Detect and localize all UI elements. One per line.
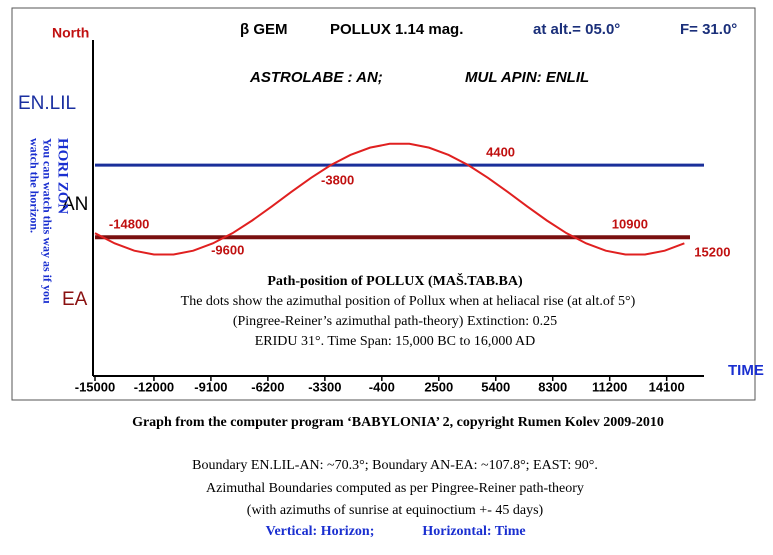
subtitle: ASTROLABE : AN; [249,69,383,86]
annotation: -14800 [109,217,149,232]
vertical-note: You can watch this way as if you [40,138,54,304]
x-tick-label: -9100 [194,379,227,394]
vertical-label: HORI ZON [55,138,71,214]
x-tick-label: 5400 [481,379,510,394]
annotation: 15200 [694,245,730,260]
annotation: -3800 [321,173,354,188]
note: (Pingree-Reiner’s azimuthal path-theory)… [233,314,557,329]
note: Path-position of POLLUX (MAŠ.TAB.BA) [267,272,523,289]
annotation: 10900 [612,217,648,232]
x-tick-label: 2500 [424,379,453,394]
north-label: North [52,25,89,41]
x-tick-label: -400 [369,379,395,394]
annotation: 4400 [486,145,515,160]
x-tick-label: 11200 [592,379,627,394]
x-tick-label: -3300 [308,379,341,394]
x-tick-label: 14100 [649,379,685,394]
x-tick-label: 8300 [538,379,567,394]
zone-label: EN.LIL [18,93,76,114]
frame [11,7,756,401]
credit: Graph from the computer program ‘BABYLON… [132,415,664,430]
x-axis-label: TIME [728,362,764,379]
vertical-note: watch the horizon. [27,138,41,233]
zone-label: EA [62,289,88,310]
header-name: POLLUX 1.14 mag. [330,21,463,38]
zone-label: AN [62,194,88,215]
header-f: F= 31.0° [680,21,737,38]
caption-line: Azimuthal Boundaries computed as per Pin… [206,481,584,496]
x-tick-label: -15000 [75,379,115,394]
caption-line: (with azimuths of sunrise at equinoctium… [247,503,544,518]
x-tick-label: -6200 [251,379,284,394]
caption-axes: Horizontal: Time [422,524,525,539]
header-star: β GEM [240,21,288,38]
caption-line: Boundary EN.LIL-AN: ~70.3°; Boundary AN-… [192,458,598,473]
caption-axes: Vertical: Horizon; [266,524,375,539]
note: The dots show the azimuthal position of … [181,294,636,309]
subtitle: MUL APIN: ENLIL [465,69,589,86]
annotation: -9600 [211,243,244,258]
azimuth-curve [94,142,685,256]
x-tick-label: -12000 [134,379,174,394]
note: ERIDU 31°. Time Span: 15,000 BC to 16,00… [255,334,536,349]
header-alt: at alt.= 05.0° [533,21,620,38]
